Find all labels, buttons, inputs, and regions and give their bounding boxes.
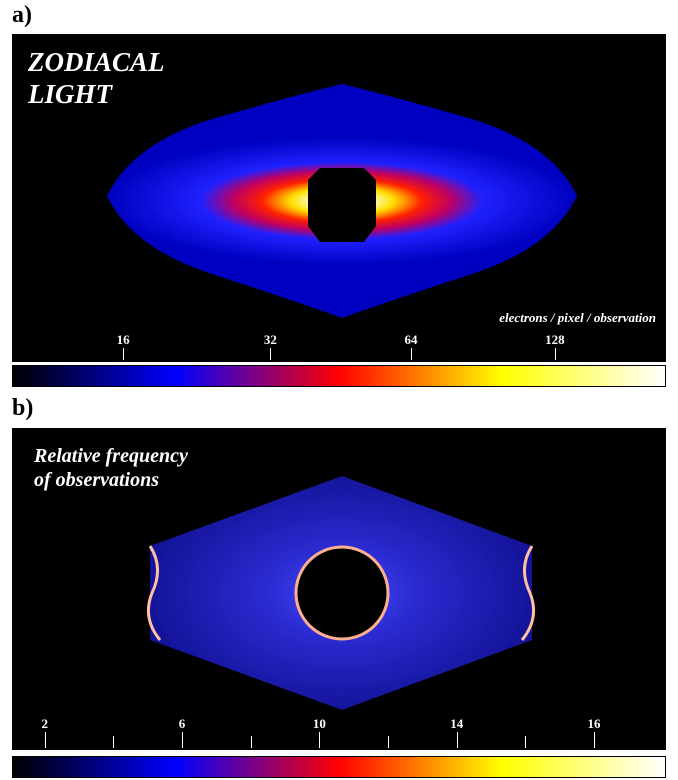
panel-a-tick-label: 32 [263, 332, 277, 347]
panel-b-map: Relative frequency of observations 2 6 10 1… [12, 428, 666, 750]
zodiacal-light-map [107, 84, 577, 318]
panel-b-label: b) [12, 395, 34, 421]
panel-a-title: ZODIACAL LIGHT [28, 46, 165, 110]
panel-a-tick-label: 64 [404, 332, 418, 347]
panel-b-tick-label: 10 [312, 716, 326, 731]
panel-a-title-line2: LIGHT [28, 79, 112, 109]
panel-b-title: Relative frequency of observations [34, 444, 188, 492]
panel-b-tick-label: 16 [587, 716, 601, 731]
panel-a-label: a) [12, 2, 32, 28]
panel-b-tick-label: 14 [450, 716, 464, 731]
exclusion-zone [308, 168, 376, 242]
right-edge-arc [520, 545, 536, 641]
panel-a-units: electrons / pixel / observation [499, 310, 656, 325]
panel-b-minor-tick-mark [388, 736, 390, 748]
panel-a-tick-label: 16 [116, 332, 130, 347]
panel-a-map: ZODIACAL LIGHT electrons / pixel / obser… [12, 34, 666, 362]
exclusion-circle [294, 545, 390, 641]
panel-b-tick-mark [319, 732, 321, 748]
panel-a-tick-mark [410, 348, 412, 360]
panel-b-minor-tick-mark [250, 736, 252, 748]
panel-b-tick-label: 6 [178, 716, 186, 731]
panel-b-tick-label: 2 [41, 716, 48, 731]
left-edge-arc [146, 545, 162, 641]
panel-b-title-line2: of observations [34, 469, 159, 491]
panel-a-tick-mark [123, 348, 125, 360]
panel-b-tick-mark [182, 732, 184, 748]
panel-b-tick-mark [44, 732, 46, 748]
panel-b-minor-tick-mark [113, 736, 115, 748]
panel-b-tick-mark [594, 732, 596, 748]
panel-a-title-line1: ZODIACAL [28, 47, 165, 77]
panel-a-colorbar [12, 365, 666, 387]
observation-frequency-map [146, 476, 536, 710]
panel-a-tick-mark [554, 348, 556, 360]
panel-b-minor-tick-mark [525, 736, 527, 748]
panel-b-tick-mark [456, 732, 458, 748]
panel-a-tick-mark [270, 348, 272, 360]
panel-b-colorbar [12, 756, 666, 778]
panel-b-title-line1: Relative frequency [34, 445, 188, 467]
panel-a-tick-label: 128 [545, 332, 565, 347]
